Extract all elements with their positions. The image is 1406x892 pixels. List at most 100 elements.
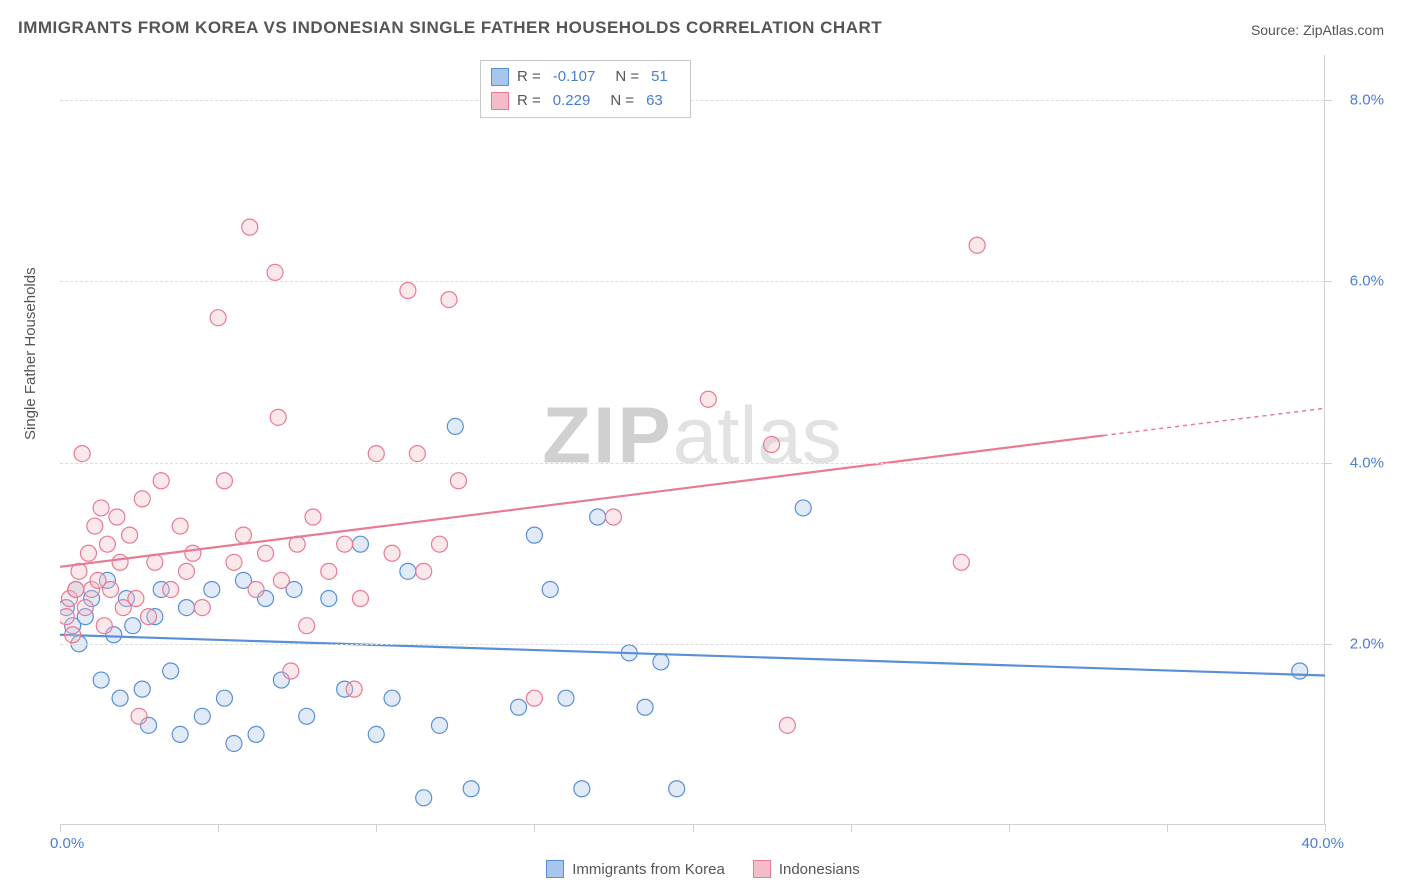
data-point (134, 681, 150, 697)
data-point (77, 600, 93, 616)
source-attribution: Source: ZipAtlas.com (1251, 22, 1384, 38)
legend-series-item: Indonesians (753, 860, 860, 878)
data-point (185, 545, 201, 561)
data-point (352, 591, 368, 607)
legend-r-value: -0.107 (553, 65, 596, 89)
y-tick-label: 2.0% (1350, 635, 1384, 652)
x-tick (218, 824, 219, 832)
y-axis-label: Single Father Households (22, 267, 39, 440)
data-point (93, 672, 109, 688)
data-point (80, 545, 96, 561)
data-point (103, 581, 119, 597)
data-point (267, 264, 283, 280)
data-point (400, 563, 416, 579)
data-point (210, 310, 226, 326)
data-point (432, 717, 448, 733)
data-point (112, 554, 128, 570)
y-tick-label: 6.0% (1350, 273, 1384, 290)
data-point (226, 554, 242, 570)
data-point (432, 536, 448, 552)
data-point (795, 500, 811, 516)
legend-swatch (491, 92, 509, 110)
data-point (416, 563, 432, 579)
data-point (299, 708, 315, 724)
data-point (700, 391, 716, 407)
data-point (574, 781, 590, 797)
page-title: IMMIGRANTS FROM KOREA VS INDONESIAN SING… (18, 18, 882, 38)
data-point (74, 446, 90, 462)
legend-stats-row: R =0.229N =63 (491, 89, 680, 113)
data-point (450, 473, 466, 489)
data-point (605, 509, 621, 525)
data-point (93, 500, 109, 516)
data-point (321, 563, 337, 579)
data-point (346, 681, 362, 697)
data-point (511, 699, 527, 715)
legend-series-item: Immigrants from Korea (546, 860, 725, 878)
data-point (1292, 663, 1308, 679)
data-point (283, 663, 299, 679)
trend-line (60, 435, 1104, 566)
y-tick-label: 8.0% (1350, 92, 1384, 109)
chart-plot-area: ZIPatlas 0.0% 40.0% 2.0%4.0%6.0%8.0% (60, 55, 1325, 825)
data-point (368, 726, 384, 742)
legend-series-name: Immigrants from Korea (572, 861, 725, 878)
data-point (337, 536, 353, 552)
data-point (179, 563, 195, 579)
data-point (764, 437, 780, 453)
data-point (172, 518, 188, 534)
x-tick (1009, 824, 1010, 832)
data-point (441, 292, 457, 308)
data-point (305, 509, 321, 525)
legend-n-label: N = (610, 89, 634, 113)
data-point (352, 536, 368, 552)
data-point (558, 690, 574, 706)
y-tick (1324, 281, 1332, 282)
x-tick (693, 824, 694, 832)
legend-series-bottom: Immigrants from Korea Indonesians (0, 860, 1406, 882)
x-tick (376, 824, 377, 832)
data-point (194, 708, 210, 724)
data-point (653, 654, 669, 670)
data-point (273, 572, 289, 588)
y-tick-label: 4.0% (1350, 454, 1384, 471)
legend-stats-box: R =-0.107N =51R =0.229N =63 (480, 60, 691, 118)
legend-r-label: R = (517, 89, 541, 113)
grid-line (60, 463, 1324, 464)
x-tick (1167, 824, 1168, 832)
data-point (384, 545, 400, 561)
grid-line (60, 281, 1324, 282)
x-tick (534, 824, 535, 832)
data-point (400, 283, 416, 299)
data-point (128, 591, 144, 607)
data-point (153, 473, 169, 489)
source-label: Source: (1251, 22, 1303, 38)
data-point (204, 581, 220, 597)
source-value: ZipAtlas.com (1303, 22, 1384, 38)
data-point (87, 518, 103, 534)
data-point (172, 726, 188, 742)
data-point (270, 409, 286, 425)
data-point (368, 446, 384, 462)
data-point (258, 545, 274, 561)
x-axis-min-label: 0.0% (50, 835, 84, 852)
data-point (384, 690, 400, 706)
data-point (141, 609, 157, 625)
data-point (248, 726, 264, 742)
trend-line (60, 635, 1325, 676)
y-tick (1324, 463, 1332, 464)
data-point (526, 690, 542, 706)
data-point (109, 509, 125, 525)
data-point (416, 790, 432, 806)
data-point (447, 418, 463, 434)
trend-line-extension (1104, 408, 1325, 435)
data-point (242, 219, 258, 235)
data-point (542, 581, 558, 597)
data-point (226, 735, 242, 751)
legend-series-name: Indonesians (779, 861, 860, 878)
y-tick (1324, 644, 1332, 645)
data-point (235, 527, 251, 543)
data-point (125, 618, 141, 634)
legend-swatch (546, 860, 564, 878)
data-point (321, 591, 337, 607)
